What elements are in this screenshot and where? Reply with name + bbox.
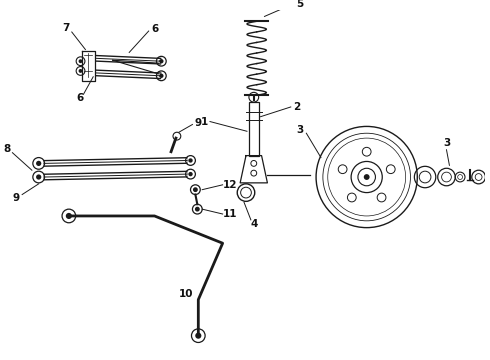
Circle shape xyxy=(188,172,193,176)
Text: 3: 3 xyxy=(296,125,303,135)
Text: 2: 2 xyxy=(293,102,300,112)
Polygon shape xyxy=(81,51,95,81)
Circle shape xyxy=(364,174,369,180)
Text: 5: 5 xyxy=(296,0,303,9)
Text: 9: 9 xyxy=(13,193,20,203)
Text: 6: 6 xyxy=(151,24,158,34)
Text: 8: 8 xyxy=(3,144,10,154)
Circle shape xyxy=(36,174,41,180)
Text: 3: 3 xyxy=(443,138,450,148)
Circle shape xyxy=(195,333,201,339)
Text: 12: 12 xyxy=(223,180,238,190)
Text: 7: 7 xyxy=(62,23,70,33)
Circle shape xyxy=(159,59,164,63)
Circle shape xyxy=(188,158,193,163)
Circle shape xyxy=(36,161,41,166)
Circle shape xyxy=(193,187,198,192)
Circle shape xyxy=(159,73,164,78)
Bar xyxy=(249,102,259,156)
Circle shape xyxy=(66,213,72,219)
Polygon shape xyxy=(240,156,268,183)
Text: 10: 10 xyxy=(178,289,193,299)
Text: 1: 1 xyxy=(200,117,208,127)
Circle shape xyxy=(78,69,82,73)
Circle shape xyxy=(195,207,200,212)
Text: 9: 9 xyxy=(195,117,202,127)
Text: 11: 11 xyxy=(223,209,238,219)
Text: 4: 4 xyxy=(250,219,257,229)
Text: 6: 6 xyxy=(76,93,83,103)
Circle shape xyxy=(78,59,82,63)
